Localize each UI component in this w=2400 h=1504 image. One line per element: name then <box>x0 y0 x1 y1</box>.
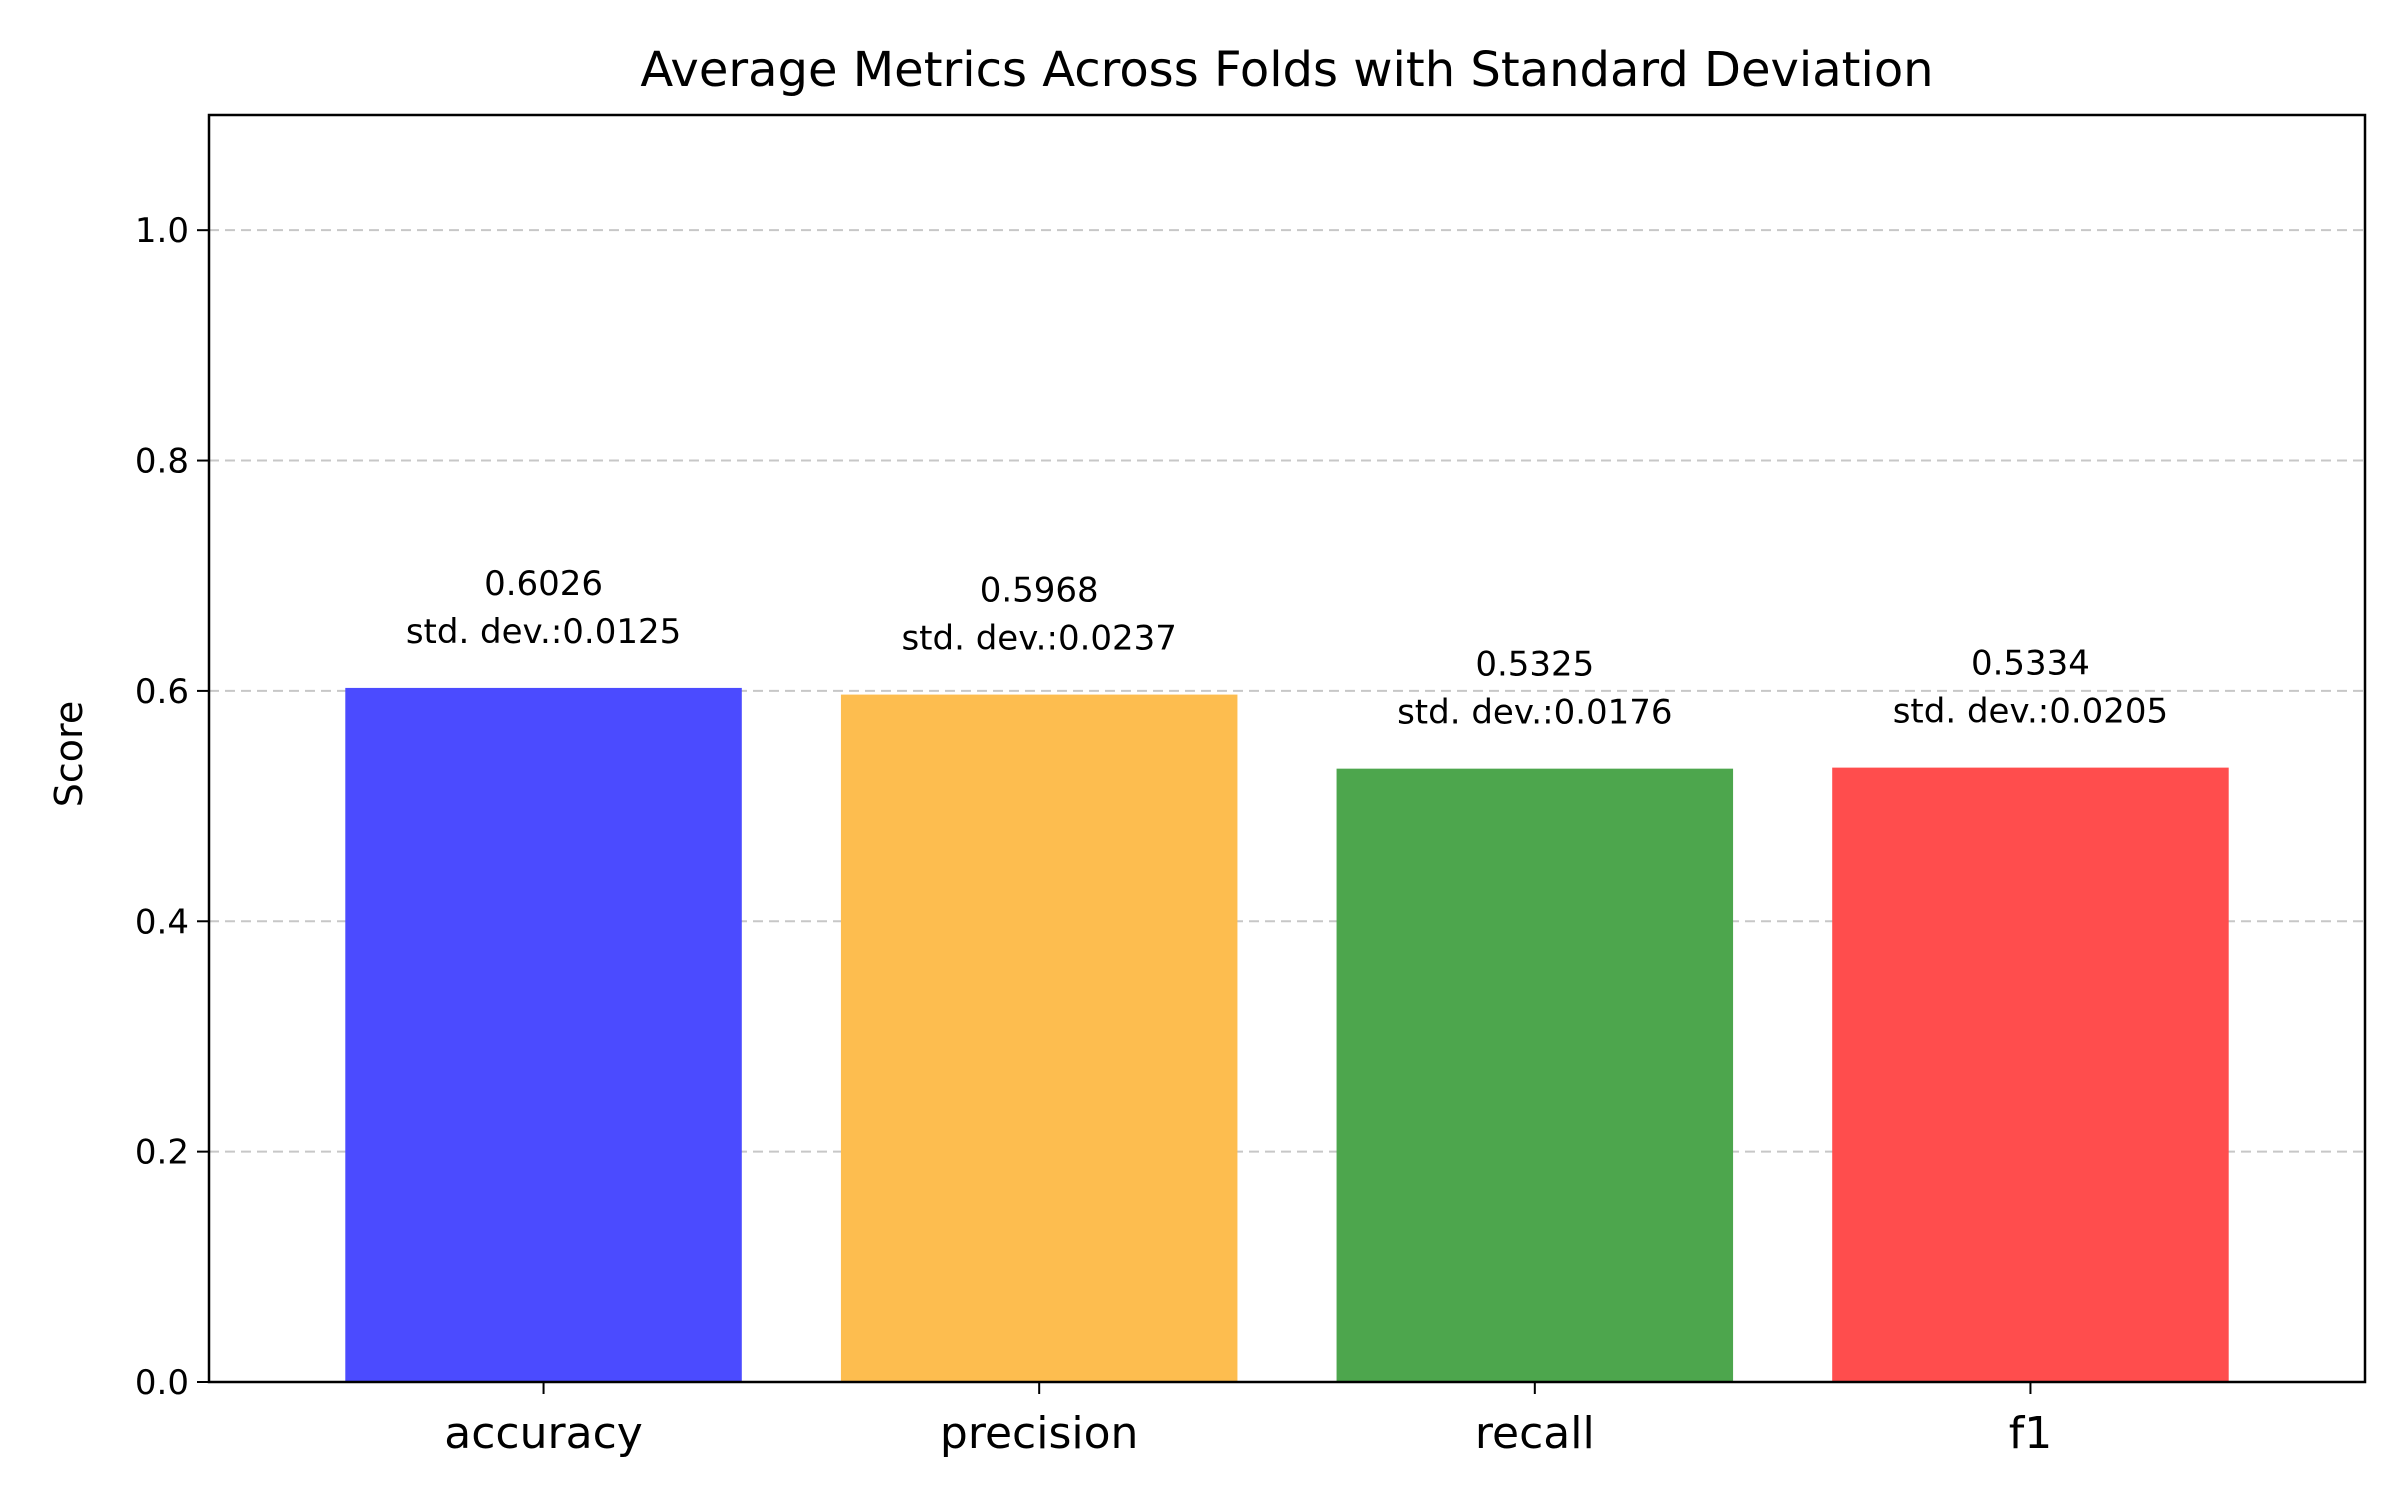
bar-value-label: 0.6026 <box>484 564 603 604</box>
bar-value-label: 0.5325 <box>1475 645 1594 685</box>
y-tick-label: 0.0 <box>135 1363 189 1403</box>
bar-precision <box>840 694 1238 1382</box>
bar-accuracy <box>345 687 742 1382</box>
y-tick-label: 0.4 <box>135 902 189 942</box>
x-tick-label: precision <box>940 1408 1139 1459</box>
x-tick-label: accuracy <box>444 1408 643 1459</box>
chart-title: Average Metrics Across Folds with Standa… <box>640 42 1933 98</box>
bar-value-label: 0.5334 <box>1971 644 2090 684</box>
bar-std-label: std. dev.:0.0237 <box>901 619 1176 659</box>
y-tick-label: 1.0 <box>135 211 189 251</box>
data-labels: 0.6026 std. dev.:0.0125 0.5968 std. dev.:0.… <box>406 564 2168 733</box>
bar-std-label: std. dev.:0.0125 <box>406 612 681 652</box>
x-tick-label: recall <box>1475 1408 1595 1459</box>
x-axis-ticks: accuracy precision recall f1 <box>444 1382 2052 1459</box>
x-tick-label: f1 <box>2009 1408 2052 1459</box>
y-tick-label: 0.6 <box>135 672 189 712</box>
bar-value-label: 0.5968 <box>980 571 1099 611</box>
y-axis-ticks: 0.0 0.2 0.4 0.6 0.8 1.0 <box>135 211 209 1403</box>
y-axis-label: Score <box>47 701 91 807</box>
bars <box>345 687 2229 1382</box>
y-tick-label: 0.2 <box>135 1133 189 1173</box>
bar-std-label: std. dev.:0.0205 <box>1893 692 2168 732</box>
bar-recall <box>1336 768 1734 1382</box>
bar-std-label: std. dev.:0.0176 <box>1397 693 1672 733</box>
bar-f1 <box>1832 767 2229 1382</box>
axes-frame <box>207 113 2367 1384</box>
y-tick-label: 0.8 <box>135 442 189 482</box>
